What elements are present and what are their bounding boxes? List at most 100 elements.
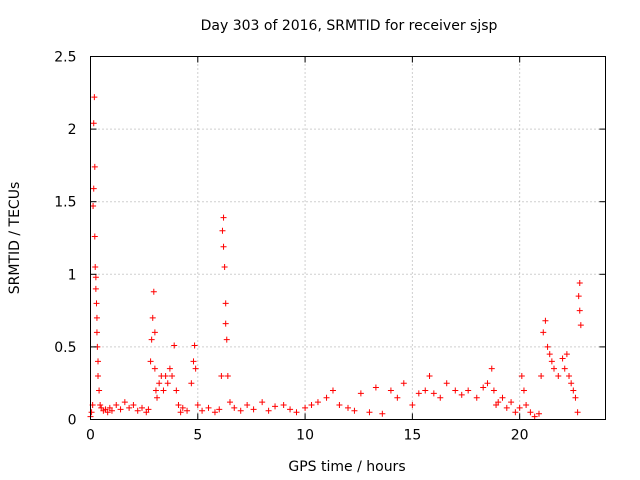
data-point <box>173 387 180 394</box>
data-point <box>218 372 225 379</box>
data-point <box>570 387 577 394</box>
data-point <box>145 406 152 413</box>
data-point <box>88 409 95 416</box>
data-point <box>488 365 495 372</box>
data-point <box>293 409 300 416</box>
data-point <box>366 409 373 416</box>
data-point <box>265 407 272 414</box>
data-point <box>495 399 502 406</box>
data-point <box>179 404 186 411</box>
data-point <box>90 120 97 127</box>
data-point <box>130 401 137 408</box>
data-point <box>148 336 155 343</box>
x-tick-label: 0 <box>86 428 95 444</box>
data-point <box>90 185 97 192</box>
y-tick-label: 2 <box>68 122 77 138</box>
data-point <box>280 401 287 408</box>
data-point <box>222 300 229 307</box>
data-point <box>113 401 120 408</box>
data-point <box>538 372 545 379</box>
data-point <box>372 384 379 391</box>
data-point <box>97 401 104 408</box>
data-point <box>572 394 579 401</box>
data-point <box>231 404 238 411</box>
data-point <box>151 329 158 336</box>
data-point <box>357 390 364 397</box>
data-point <box>329 387 336 394</box>
data-point <box>259 399 266 406</box>
data-point <box>92 285 99 292</box>
data-point <box>544 343 551 350</box>
data-point <box>226 399 233 406</box>
data-point <box>540 329 547 336</box>
data-point <box>484 380 491 387</box>
data-point <box>548 358 555 365</box>
data-point <box>499 394 506 401</box>
data-point <box>169 372 176 379</box>
data-point <box>150 288 157 295</box>
data-point <box>221 264 228 271</box>
data-point <box>92 274 99 281</box>
x-tick-labels: 0 5 10 15 20 <box>86 428 529 444</box>
data-point <box>287 406 294 413</box>
data-point <box>559 355 566 362</box>
plot-frame <box>90 56 606 420</box>
data-point <box>503 404 510 411</box>
data-point <box>220 243 227 250</box>
data-point <box>531 413 538 420</box>
data-point <box>205 404 212 411</box>
data-point <box>192 365 199 372</box>
data-point <box>93 300 100 307</box>
data-point <box>323 394 330 401</box>
data-point <box>518 372 525 379</box>
data-point <box>523 401 530 408</box>
data-point <box>149 314 156 321</box>
x-axis-label: GPS time / hours <box>288 459 405 475</box>
data-point <box>188 380 195 387</box>
data-point <box>216 406 223 413</box>
data-point <box>576 280 583 287</box>
data-point <box>387 387 394 394</box>
data-point <box>117 406 124 413</box>
data-point <box>426 372 433 379</box>
data-point <box>415 390 422 397</box>
data-point <box>175 401 182 408</box>
data-point <box>336 401 343 408</box>
data-point <box>211 409 218 416</box>
data-point <box>108 407 115 414</box>
data-point <box>93 314 100 321</box>
data-point <box>555 372 562 379</box>
data-points <box>87 94 584 420</box>
data-point <box>223 336 230 343</box>
data-point <box>480 384 487 391</box>
y-tick-label: 2.5 <box>54 50 76 66</box>
data-point <box>452 387 459 394</box>
y-tick-labels: 0 0.5 1 1.5 2 2.5 <box>54 50 76 429</box>
data-point <box>184 407 191 414</box>
data-point <box>542 317 549 324</box>
data-point <box>465 387 472 394</box>
data-point <box>92 264 99 271</box>
data-point <box>91 163 98 170</box>
y-tick-label: 0.5 <box>54 340 76 356</box>
data-point <box>93 329 100 336</box>
data-point <box>220 214 227 221</box>
data-point <box>508 399 515 406</box>
data-point <box>527 409 534 416</box>
data-point <box>244 401 251 408</box>
y-tick-label: 1.5 <box>54 195 76 211</box>
data-point <box>576 307 583 314</box>
data-point <box>177 409 184 416</box>
data-point <box>171 342 178 349</box>
y-tick-label: 1 <box>68 267 77 283</box>
data-point <box>400 380 407 387</box>
data-point <box>237 407 244 414</box>
data-point <box>575 293 582 300</box>
data-point <box>490 387 497 394</box>
data-point <box>95 372 102 379</box>
data-point <box>121 399 128 406</box>
data-point <box>308 401 315 408</box>
data-point <box>126 404 133 411</box>
data-point <box>91 233 98 240</box>
